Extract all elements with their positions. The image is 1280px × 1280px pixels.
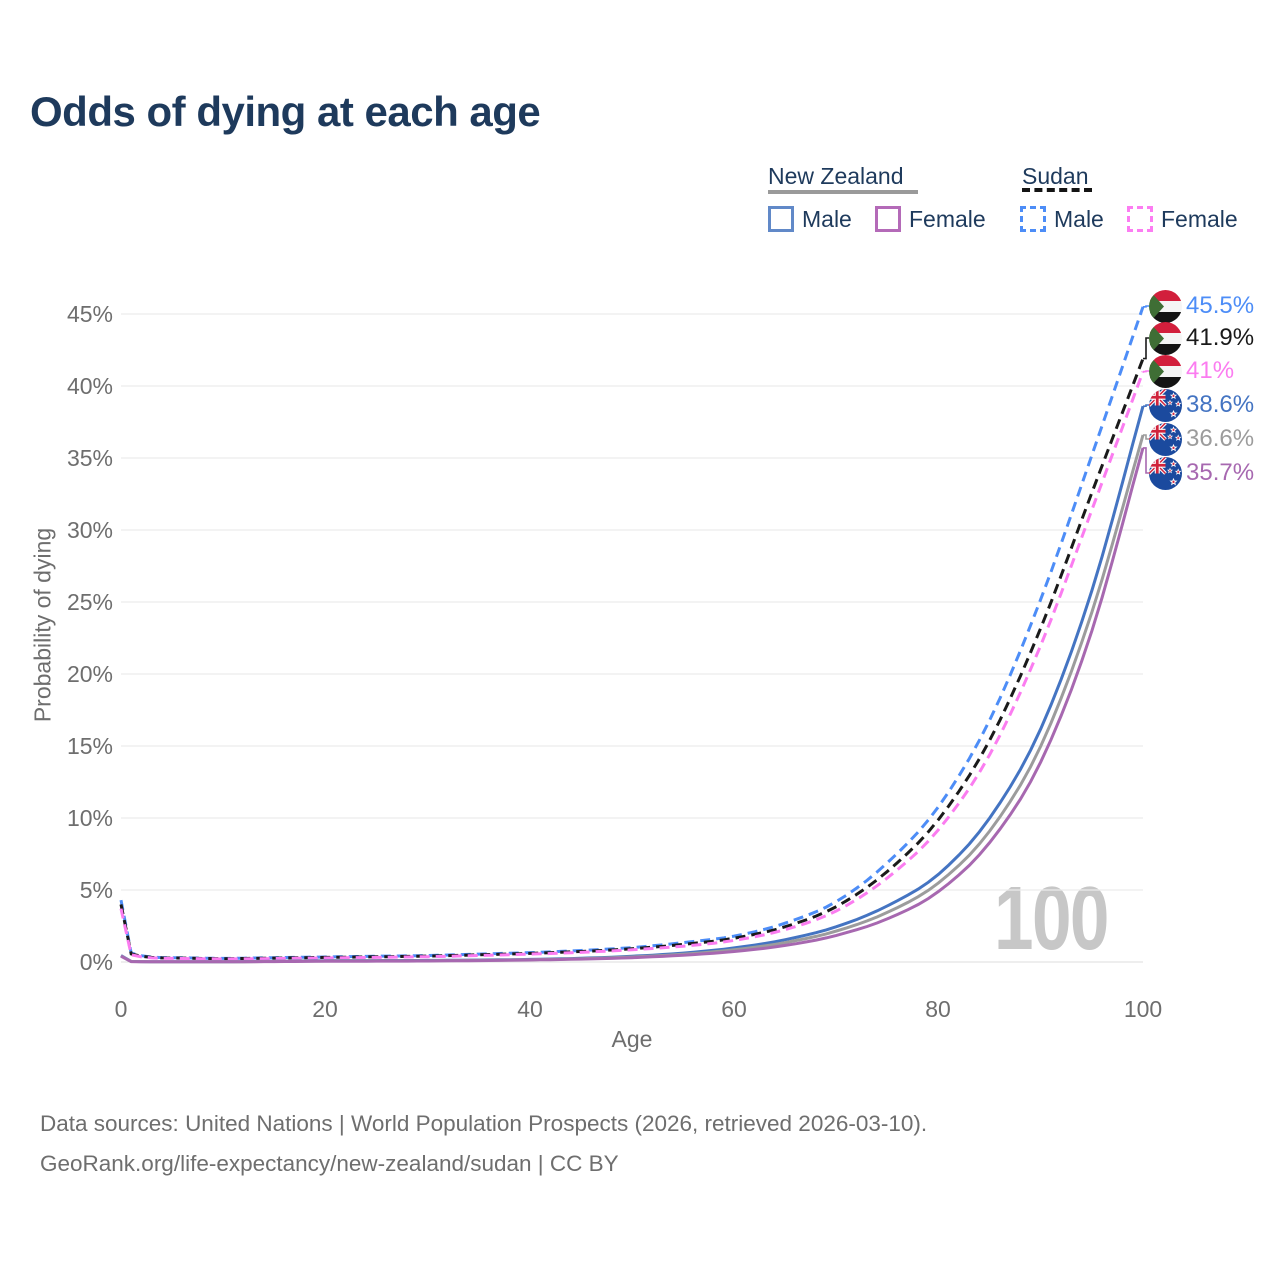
new-zealand-flag-icon [1149,423,1182,456]
x-tick-40: 40 [517,996,543,1022]
end-label-nz-male: 38.6% [1186,391,1255,418]
age-watermark: 100 [994,869,1109,969]
legend-sudan-male-swatch[interactable] [1020,206,1046,232]
legend-group-new-zealand-title[interactable]: New Zealand [768,163,904,189]
page-title: Odds of dying at each age [30,88,541,135]
x-tick-100: 100 [1123,996,1163,1022]
y-tick-40: 40% [66,373,113,399]
x-tick-60: 60 [721,996,747,1022]
x-tick-0: 0 [114,996,128,1022]
x-tick-20: 20 [312,996,338,1022]
legend-sudan-male-label[interactable]: Male [1054,206,1104,232]
legend-nz-male-label[interactable]: Male [802,206,852,232]
legend-sudan-line-swatch [1022,188,1092,192]
legend-nz-male-swatch[interactable] [768,206,794,232]
footer-attribution: GeoRank.org/life-expectancy/new-zealand/… [40,1151,619,1176]
end-label-nz-total: 36.6% [1186,425,1255,452]
legend-group-sudan-title[interactable]: Sudan [1022,163,1089,189]
legend-nz-female-swatch[interactable] [875,206,901,232]
sudan-flag-icon [1149,290,1182,323]
x-tick-80: 80 [925,996,951,1022]
end-label-sudan-male: 45.5% [1186,292,1255,319]
legend-nz-female-label[interactable]: Female [909,206,986,232]
end-label-sudan-female: 41% [1186,357,1235,384]
end-label-nz-female: 35.7% [1186,459,1255,486]
y-tick-45: 45% [66,301,113,327]
sudan-flag-icon [1149,355,1182,388]
legend-sudan-female-label[interactable]: Female [1161,206,1238,232]
y-tick-30: 30% [66,517,113,543]
y-tick-25: 25% [66,589,113,615]
y-tick-10: 10% [66,805,113,831]
y-tick-20: 20% [66,661,113,687]
y-tick-5: 5% [79,877,113,903]
sudan-flag-icon [1149,322,1182,355]
y-axis-title: Probability of dying [29,527,56,723]
y-tick-0: 0% [79,949,113,975]
new-zealand-flag-icon [1149,457,1182,490]
y-tick-35: 35% [66,445,113,471]
new-zealand-flag-icon [1149,389,1182,422]
x-axis-title: Age [611,1026,653,1052]
legend-new-zealand-line-swatch [768,190,918,194]
legend-sudan-female-swatch[interactable] [1127,206,1153,232]
end-label-sudan-total: 41.9% [1186,324,1255,351]
y-tick-15: 15% [66,733,113,759]
footer-data-sources: Data sources: United Nations | World Pop… [40,1111,928,1136]
